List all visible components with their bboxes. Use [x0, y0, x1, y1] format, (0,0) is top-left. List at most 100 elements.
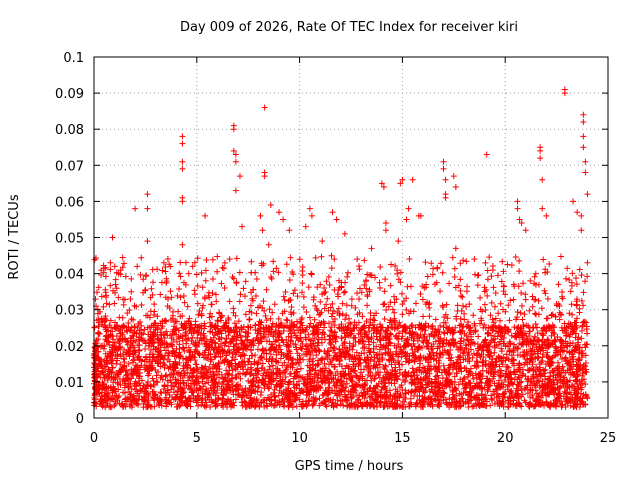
data-point [128, 385, 135, 392]
data-point [111, 300, 118, 307]
data-point [107, 282, 114, 289]
data-point [115, 394, 122, 401]
data-point [283, 261, 290, 268]
data-point [482, 307, 489, 314]
data-point [497, 354, 504, 361]
data-point [397, 279, 404, 286]
data-point [269, 309, 276, 316]
data-point [226, 298, 233, 305]
data-point [371, 376, 378, 383]
data-point [128, 288, 135, 295]
data-point [167, 288, 174, 295]
data-point [100, 303, 107, 310]
data-point [313, 352, 320, 359]
data-point [482, 259, 489, 266]
data-point [242, 311, 249, 318]
data-point [566, 276, 573, 283]
data-point [180, 344, 187, 351]
data-point [480, 324, 487, 331]
data-point [336, 345, 343, 352]
data-point [288, 303, 295, 310]
data-point [486, 383, 493, 390]
data-point [554, 359, 561, 366]
data-point [492, 290, 499, 297]
data-point [532, 270, 539, 277]
data-point [339, 300, 346, 307]
data-point [195, 311, 202, 318]
data-point [376, 279, 383, 286]
data-point [566, 310, 573, 317]
data-point [287, 254, 294, 261]
data-point [381, 316, 388, 323]
data-point [520, 280, 527, 287]
data-point [506, 317, 513, 324]
data-point [232, 351, 239, 358]
data-point [269, 362, 276, 369]
data-point [246, 316, 253, 323]
data-point [420, 313, 427, 320]
data-point [248, 269, 255, 276]
data-point [574, 301, 581, 308]
data-point [181, 299, 188, 306]
data-point [521, 311, 528, 318]
data-point [120, 260, 127, 267]
data-point [516, 268, 523, 275]
data-point [151, 301, 158, 308]
data-point [439, 302, 446, 309]
data-point [499, 258, 506, 265]
data-point [263, 286, 270, 293]
data-point [281, 296, 288, 303]
data-point [202, 277, 209, 284]
data-point [182, 259, 189, 266]
data-point [535, 297, 542, 304]
data-point [297, 356, 304, 363]
data-point [460, 257, 467, 264]
data-point [305, 284, 312, 291]
data-point [119, 314, 126, 321]
data-point [296, 256, 303, 263]
data-point [573, 302, 580, 309]
data-point [544, 295, 551, 302]
data-point [213, 298, 220, 305]
data-point [488, 395, 495, 402]
data-point [191, 287, 198, 294]
data-point [335, 305, 342, 312]
data-point [465, 404, 472, 411]
data-point [221, 285, 228, 292]
data-point [518, 302, 525, 309]
data-point [236, 269, 243, 276]
data-point [458, 292, 465, 299]
data-points [91, 86, 591, 411]
data-point [270, 268, 277, 275]
data-point [449, 254, 456, 261]
data-point [559, 288, 566, 295]
data-point [194, 300, 201, 307]
data-point [465, 319, 472, 326]
data-point [381, 288, 388, 295]
data-point [343, 302, 350, 309]
data-point [446, 280, 453, 287]
data-point [288, 334, 295, 341]
data-point [92, 296, 99, 303]
data-point [305, 397, 312, 404]
data-point [124, 328, 131, 335]
data-point [264, 403, 271, 410]
data-point [277, 355, 284, 362]
data-point [331, 286, 338, 293]
data-point [434, 264, 441, 271]
data-point [463, 288, 470, 295]
data-point [481, 301, 488, 308]
data-point [236, 298, 243, 305]
data-point [180, 292, 187, 299]
data-point [240, 285, 247, 292]
data-point [519, 316, 526, 323]
data-point [254, 346, 261, 353]
data-point [308, 271, 315, 278]
data-point [407, 395, 414, 402]
data-point [177, 259, 184, 266]
data-point [558, 253, 565, 260]
data-point [466, 368, 473, 375]
data-point [470, 312, 477, 319]
data-point [154, 266, 161, 273]
data-point [282, 374, 289, 381]
